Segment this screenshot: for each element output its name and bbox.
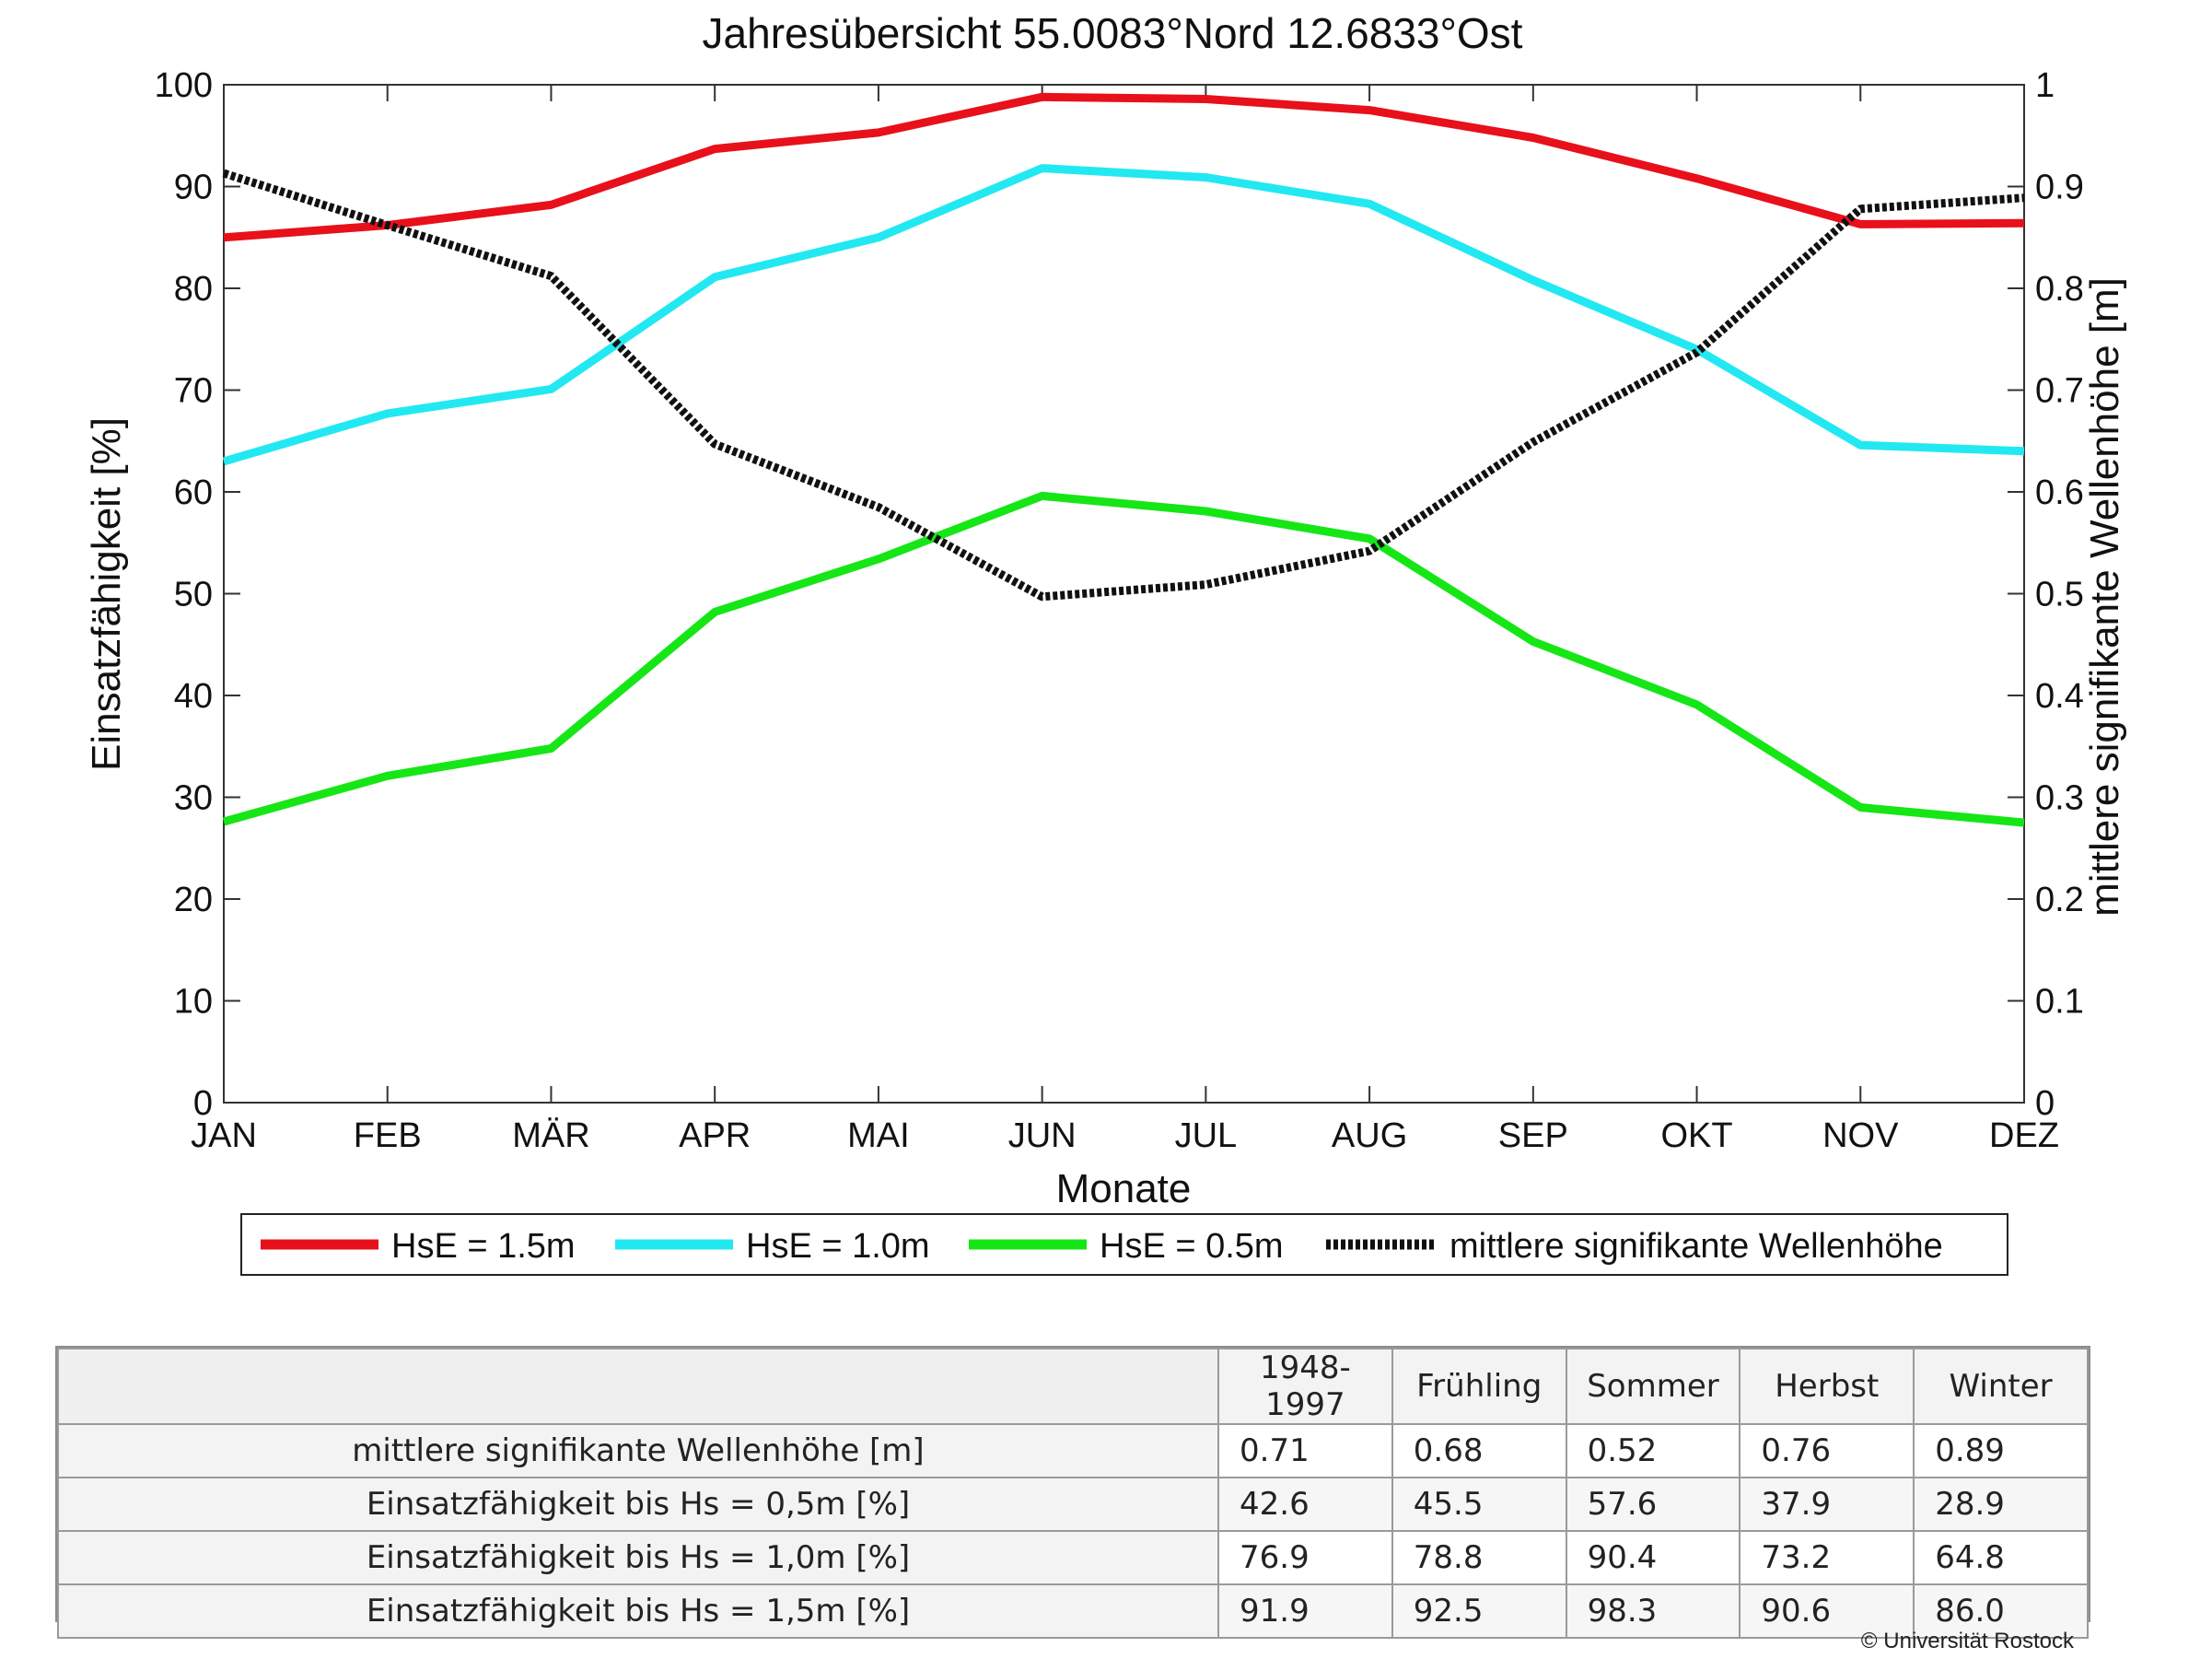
x-tick-label: DEZ <box>1989 1116 2059 1155</box>
x-tick-label: APR <box>679 1116 751 1155</box>
series-group <box>222 92 2025 827</box>
series-line-4 <box>222 169 2025 602</box>
legend-label-3: HsE = 0.5m <box>1100 1227 1284 1266</box>
y-right-tick-label: 0.3 <box>2035 779 2084 818</box>
table-corner <box>57 1348 1219 1425</box>
series-line-1 <box>223 92 2025 242</box>
y-right-tick-label: 0.1 <box>2035 983 2084 1022</box>
y-tick-label: 90 <box>174 169 213 207</box>
y-tick-label: 60 <box>174 473 213 512</box>
plot-area <box>223 84 2025 1104</box>
y-right-tick-label: 0.4 <box>2035 677 2084 716</box>
y-right-tick-label: 0.5 <box>2035 576 2084 614</box>
table-row-label: Einsatzfähigkeit bis Hs = 1,0m [%] <box>57 1530 1219 1585</box>
y-right-tick-labels: 0 0.1 0.2 0.3 0.4 0.5 0.6 0.7 0.8 0.9 1 <box>2035 66 2084 1123</box>
y-tick-label: 0 <box>193 1084 213 1123</box>
x-tick-label: MAI <box>847 1116 910 1155</box>
table-cell: 64.8 <box>1913 1530 2089 1585</box>
table-cell: 90.6 <box>1739 1583 1915 1639</box>
table-cell: 73.2 <box>1739 1530 1915 1585</box>
table-header-cell: Herbst <box>1739 1348 1915 1425</box>
y-tick-labels: 0 10 20 30 40 50 60 70 80 90 100 <box>155 66 213 1123</box>
x-tick-label: AUG <box>1332 1116 1407 1155</box>
y-right-tick-label: 0.6 <box>2035 473 2084 512</box>
x-axis-label: Monate <box>1056 1166 1192 1211</box>
table-cell: 0.89 <box>1913 1423 2089 1478</box>
x-tick-label: MÄR <box>512 1116 589 1155</box>
table-header-cell: 1948-1997 <box>1217 1348 1393 1425</box>
table-cell: 86.0 <box>1913 1583 2089 1639</box>
y-tick-label: 40 <box>174 677 213 716</box>
table-cell: 90.4 <box>1565 1530 1741 1585</box>
y-right-tick-label: 1 <box>2035 66 2055 105</box>
table-cell: 92.5 <box>1391 1583 1567 1639</box>
table-header-cell: Winter <box>1913 1348 2089 1425</box>
y-right-tick-label: 0.2 <box>2035 881 2084 919</box>
x-tick-label: FEB <box>354 1116 422 1155</box>
legend-label-2: HsE = 1.0m <box>746 1227 930 1266</box>
table-cell: 0.68 <box>1391 1423 1567 1478</box>
y-axis-label: Einsatzfähigkeit [%] <box>84 417 129 771</box>
table-header-cell: Sommer <box>1565 1348 1741 1425</box>
x-tick-label: JUN <box>1008 1116 1077 1155</box>
x-tick-label: JAN <box>191 1116 257 1155</box>
x-tick-label: OKT <box>1660 1116 1732 1155</box>
y-right-tick-label: 0 <box>2035 1084 2055 1123</box>
y-right-tick-label: 0.7 <box>2035 372 2084 411</box>
y-tick-label: 20 <box>174 881 213 919</box>
y-tick-label: 30 <box>174 779 213 818</box>
table-cell: 0.76 <box>1739 1423 1915 1478</box>
table-cell: 45.5 <box>1391 1477 1567 1532</box>
table-row-label: Einsatzfähigkeit bis Hs = 0,5m [%] <box>57 1477 1219 1532</box>
table-row: Einsatzfähigkeit bis Hs = 1,0m [%] 76.9 … <box>57 1530 2089 1585</box>
summary-table: 1948-1997 Frühling Sommer Herbst Winter … <box>55 1346 2090 1639</box>
x-tick-label: SEP <box>1498 1116 1568 1155</box>
table-cell: 76.9 <box>1217 1530 1393 1585</box>
x-tick-label: NOV <box>1822 1116 1899 1155</box>
y-axis-label-right: mittlere signifikante Wellenhöhe [m] <box>2082 277 2127 917</box>
series-line-3 <box>222 491 2025 827</box>
table-cell: 0.71 <box>1217 1423 1393 1478</box>
table-row-label: Einsatzfähigkeit bis Hs = 1,5m [%] <box>57 1583 1219 1639</box>
copyright-notice: © Universität Rostock <box>1860 1629 2074 1653</box>
series-line-2 <box>222 164 2025 466</box>
table-row-label: mittlere signifikante Wellenhöhe [m] <box>57 1423 1219 1478</box>
table-row: Einsatzfähigkeit bis Hs = 1,5m [%] 91.9 … <box>57 1583 2089 1639</box>
y-tick-label: 10 <box>174 983 213 1022</box>
legend-box <box>240 1213 2008 1276</box>
table-header-row: 1948-1997 Frühling Sommer Herbst Winter <box>57 1348 2089 1425</box>
line-chart: Jahresübersicht 55.0083°Nord 12.6833°Ost… <box>84 9 2127 1276</box>
table-cell: 37.9 <box>1739 1477 1915 1532</box>
legend: HsE = 1.5m HsE = 1.0m HsE = 0.5m mittlere s… <box>261 1227 1943 1266</box>
chart-title: Jahresübersicht 55.0083°Nord 12.6833°Ost <box>703 9 1523 57</box>
table-cell: 0.52 <box>1565 1423 1741 1478</box>
table-header-cell: Frühling <box>1391 1348 1567 1425</box>
legend-label-1: HsE = 1.5m <box>391 1227 576 1266</box>
axis-ticks <box>223 84 2025 1104</box>
x-tick-label: JUL <box>1175 1116 1238 1155</box>
table-cell: 57.6 <box>1565 1477 1741 1532</box>
y-tick-label: 50 <box>174 576 213 614</box>
y-tick-label: 80 <box>174 270 213 309</box>
y-tick-label: 70 <box>174 372 213 411</box>
y-tick-label: 100 <box>155 66 213 105</box>
legend-label-4: mittlere signifikante Wellenhöhe <box>1449 1227 1943 1266</box>
table-cell: 42.6 <box>1217 1477 1393 1532</box>
y-right-tick-label: 0.9 <box>2035 169 2084 207</box>
table-cell: 78.8 <box>1391 1530 1567 1585</box>
table-cell: 91.9 <box>1217 1583 1393 1639</box>
y-right-tick-label: 0.8 <box>2035 270 2084 309</box>
table-cell: 98.3 <box>1565 1583 1741 1639</box>
table-cell: 28.9 <box>1913 1477 2089 1532</box>
table-row: Einsatzfähigkeit bis Hs = 0,5m [%] 42.6 … <box>57 1477 2089 1532</box>
table-row: mittlere signifikante Wellenhöhe [m] 0.7… <box>57 1423 2089 1478</box>
x-tick-labels: JAN FEB MÄR APR MAI JUN JUL AUG SEP OKT NOV DEZ <box>191 1116 2059 1155</box>
